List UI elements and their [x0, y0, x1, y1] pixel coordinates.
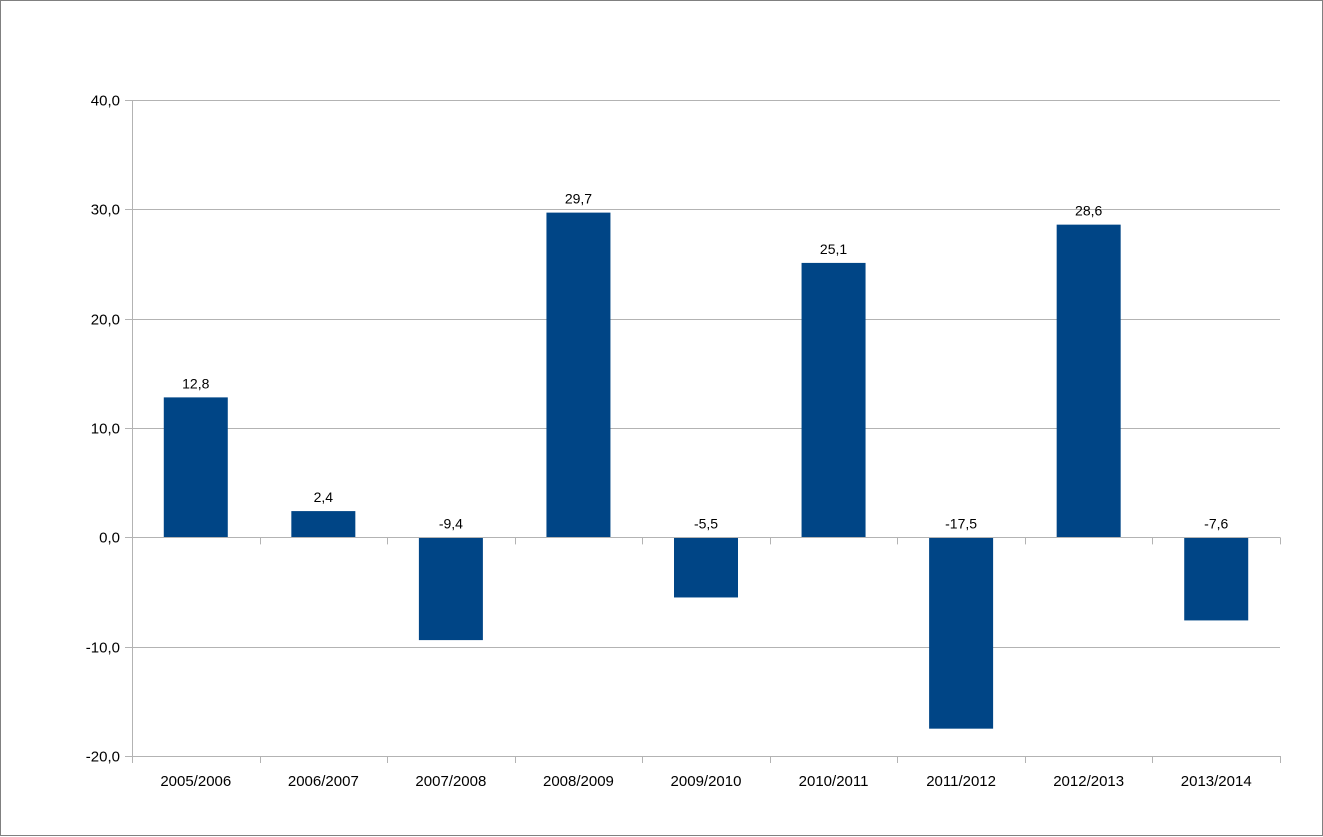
x-tick-label: 2008/2009 — [543, 773, 614, 790]
data-label: 12,8 — [182, 375, 209, 391]
x-axis-tick-labels: 2005/2006 2006/2007 2007/2008 2008/2009 2009… — [160, 773, 1251, 790]
data-label: -5,5 — [694, 515, 718, 531]
x-tick-label: 2009/2010 — [671, 773, 742, 790]
bar — [929, 537, 994, 729]
bar — [418, 537, 483, 641]
data-label: -7,6 — [1204, 515, 1228, 531]
y-tick-label: -10,0 — [86, 640, 120, 657]
y-tick-label: -20,0 — [86, 749, 120, 766]
y-tick-label: 40,0 — [91, 93, 120, 110]
bar — [1184, 537, 1249, 621]
x-tick-label: 2012/2013 — [1053, 773, 1124, 790]
data-label: 25,1 — [820, 241, 847, 257]
data-label: 29,7 — [565, 191, 592, 207]
data-labels: 12,8 2,4 -9,4 29,7 -5,5 25,1 -17,5 28,6 -7,6 — [182, 191, 1228, 532]
x-tick-label: 2013/2014 — [1181, 773, 1252, 790]
y-axis-tick-labels: 40,0 30,0 20,0 10,0 0,0 -10,0 -20,0 — [86, 93, 120, 766]
data-label: 2,4 — [314, 489, 334, 505]
y-tick-label: 30,0 — [91, 202, 120, 219]
x-tick-label: 2005/2006 — [160, 773, 231, 790]
y-tick-label: 20,0 — [91, 312, 120, 329]
axes — [125, 100, 1281, 763]
x-tick-label: 2011/2012 — [926, 773, 996, 790]
bar — [674, 537, 738, 598]
y-tick-label: 10,0 — [91, 421, 120, 438]
bar — [546, 212, 611, 538]
data-label: -17,5 — [945, 515, 977, 531]
bars — [163, 212, 1249, 729]
data-label: -9,4 — [439, 515, 463, 531]
bar — [163, 397, 228, 538]
x-tick-label: 2006/2007 — [288, 773, 359, 790]
bar — [1056, 224, 1121, 538]
data-label: 28,6 — [1075, 203, 1102, 219]
bar — [291, 511, 356, 538]
x-tick-label: 2007/2008 — [415, 773, 486, 790]
bar — [801, 262, 866, 538]
x-tick-label: 2010/2011 — [799, 773, 869, 790]
y-tick-label: 0,0 — [99, 530, 120, 547]
